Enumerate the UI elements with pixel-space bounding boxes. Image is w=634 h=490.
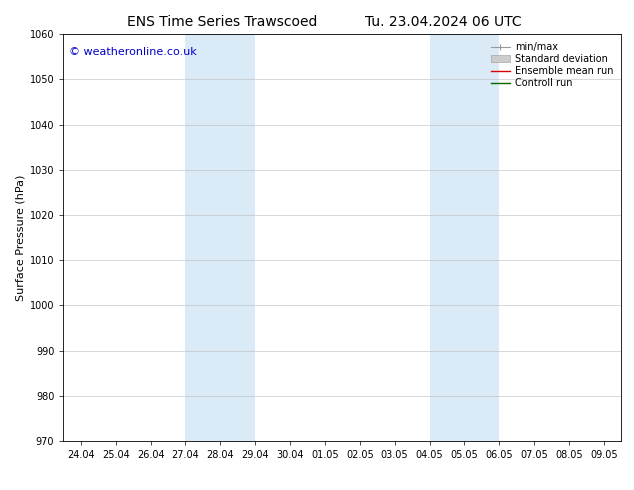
Text: © weatheronline.co.uk: © weatheronline.co.uk: [69, 47, 197, 56]
Bar: [185, 34, 255, 441]
Text: Tu. 23.04.2024 06 UTC: Tu. 23.04.2024 06 UTC: [365, 15, 522, 29]
Y-axis label: Surface Pressure (hPa): Surface Pressure (hPa): [16, 174, 25, 301]
Text: ENS Time Series Trawscoed: ENS Time Series Trawscoed: [127, 15, 317, 29]
Legend: min/max, Standard deviation, Ensemble mean run, Controll run: min/max, Standard deviation, Ensemble me…: [488, 39, 616, 91]
Bar: [429, 34, 500, 441]
